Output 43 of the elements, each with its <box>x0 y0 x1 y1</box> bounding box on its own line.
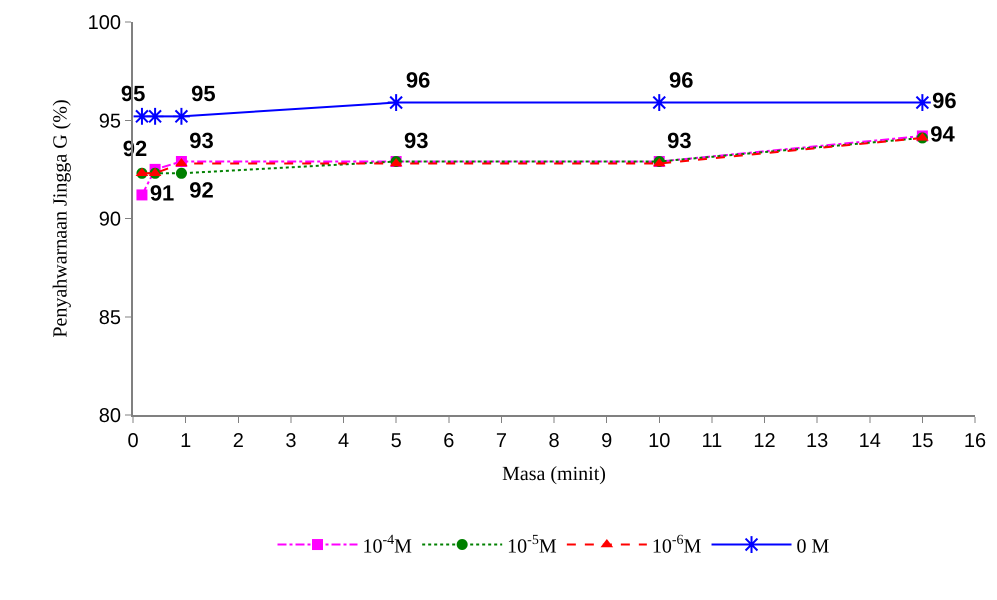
y-tick-label: 95 <box>98 110 121 132</box>
data-label: 93 <box>189 128 214 154</box>
data-label: 96 <box>669 67 694 92</box>
data-label: 93 <box>404 128 428 154</box>
point <box>176 168 187 179</box>
data-label: 96 <box>406 67 430 92</box>
x-tick-label: 5 <box>390 430 402 452</box>
legend-label: 0 M <box>796 535 830 558</box>
y-tick-label: 85 <box>98 306 121 329</box>
x-tick-label: 13 <box>806 430 828 452</box>
y-tick-label: 100 <box>88 12 121 34</box>
x-tick-label: 8 <box>548 430 560 452</box>
x-tick-label: 11 <box>701 430 722 452</box>
x-tick-label: 6 <box>443 430 454 452</box>
x-tick-label: 1 <box>180 430 192 452</box>
data-label: 95 <box>191 81 216 106</box>
legend-label: 10$^{-4}$M <box>362 532 412 558</box>
x-tick-label: 12 <box>753 430 776 452</box>
legend-label: 10$^{-6}$M <box>652 532 702 558</box>
point <box>172 106 191 126</box>
data-label: 92 <box>189 178 214 203</box>
data-label: 93 <box>667 128 692 154</box>
x-tick-label: 4 <box>338 430 350 452</box>
x-tick-label: 10 <box>648 430 670 452</box>
x-tick-label: 9 <box>601 430 612 452</box>
y-tick-label: 90 <box>98 208 121 230</box>
point <box>136 189 148 200</box>
x-tick-label: 7 <box>496 430 507 452</box>
y-tick-label: 80 <box>98 405 121 427</box>
data-label: 94 <box>930 121 956 146</box>
x-tick-label: 16 <box>964 430 986 452</box>
data-label: 91 <box>150 180 174 206</box>
y-axis-title: Penyahwarnaan Jingga G (%) <box>50 99 72 338</box>
x-tick-label: 15 <box>911 430 934 452</box>
legend-label: 10$^{-5}$M <box>507 532 557 558</box>
x-tick-label: 14 <box>858 430 881 452</box>
x-tick-label: 2 <box>232 430 244 452</box>
data-label: 96 <box>932 88 957 114</box>
point <box>146 106 164 126</box>
x-tick-label: 3 <box>285 430 296 452</box>
point <box>132 106 152 126</box>
x-axis-title: Masa (minit) <box>502 463 606 485</box>
x-tick-label: 0 <box>127 430 139 452</box>
